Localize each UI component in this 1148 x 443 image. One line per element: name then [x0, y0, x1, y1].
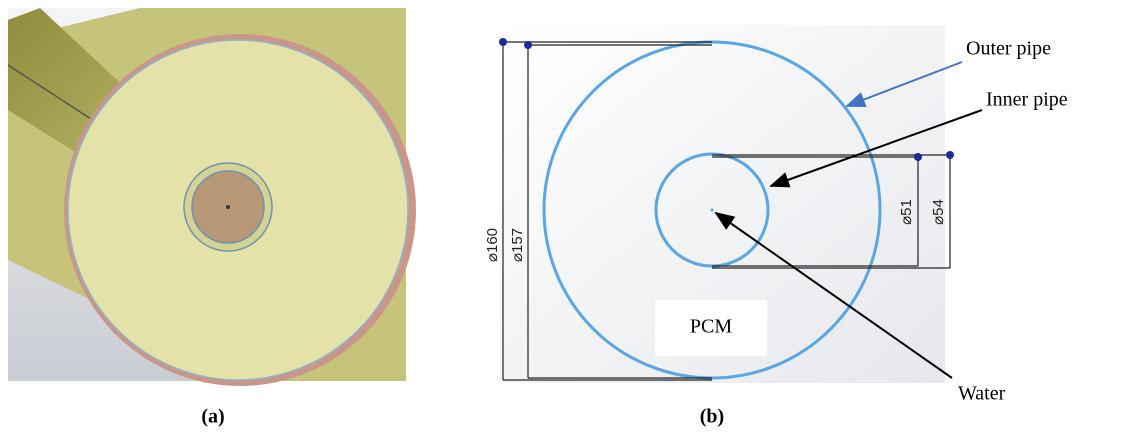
dimension-point — [499, 38, 507, 46]
inner-pipe-label: Inner pipe — [986, 89, 1068, 111]
dimension-label: ⌀51 — [898, 199, 915, 225]
dimension-point — [946, 151, 954, 159]
dimension-label: ⌀160 — [484, 228, 501, 262]
panel-a: (a) — [8, 8, 416, 428]
center-point — [711, 209, 714, 212]
figure: (a) PCM ⌀160 ⌀157 ⌀51 ⌀54 Outer pipe Inn… — [0, 0, 1148, 443]
center-point — [226, 205, 230, 209]
caption: (b) — [700, 406, 724, 428]
outer-pipe-label: Outer pipe — [966, 38, 1051, 60]
water-label: Water — [958, 383, 1006, 405]
caption: (a) — [201, 406, 224, 428]
dimension-label: ⌀54 — [930, 199, 947, 225]
dimension-point — [914, 153, 922, 161]
panel-b: PCM ⌀160 ⌀157 ⌀51 ⌀54 Outer pipe Inner p… — [484, 25, 1068, 428]
dimension-label: ⌀157 — [509, 228, 526, 262]
dimension-point — [524, 41, 532, 49]
pcm-label: PCM — [690, 316, 732, 338]
